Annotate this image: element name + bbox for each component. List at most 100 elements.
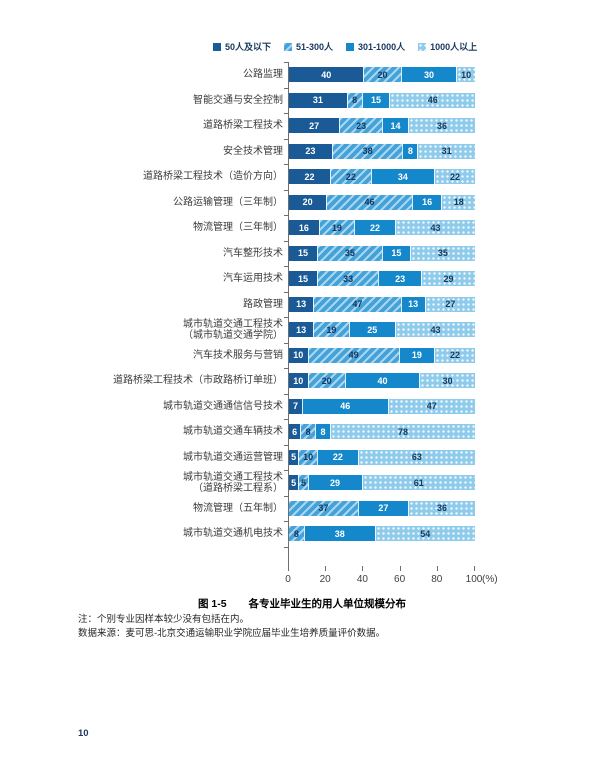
bar-segment: 10: [456, 67, 475, 83]
bar-segment: 34: [370, 169, 435, 185]
bar-value-label: 15: [297, 248, 308, 259]
chart-row: 公路运输管理（三年制） 20 46 16 18: [78, 190, 475, 216]
bar-value-label: 15: [391, 248, 402, 259]
bar-segment: 20: [363, 67, 401, 83]
bar-value-label: 8: [352, 95, 358, 106]
bar-value-label: 23: [305, 146, 316, 157]
stacked-bar: 15 35 15 35: [289, 245, 475, 261]
bar-value-label: 5: [291, 452, 297, 463]
bar-segment: 19: [398, 347, 435, 363]
y-axis-tick: [284, 113, 288, 114]
bar-value-label: 34: [397, 171, 408, 182]
bar-value-label: 43: [430, 222, 441, 233]
bar-value-label: 54: [420, 528, 431, 539]
stacked-bar: 31 8 15 46: [289, 92, 475, 108]
x-axis-tick-label: 80: [431, 574, 443, 585]
bar-segment: 5: [289, 475, 299, 491]
bar-segment: 61: [361, 475, 475, 491]
bar-value-label: 46: [427, 95, 438, 106]
bar-segment: 46: [302, 398, 388, 414]
chart-row: 汽车技术服务与营销 10 49 19 22: [78, 343, 475, 369]
bar-value-label: 8: [305, 426, 311, 437]
bar-value-label: 13: [296, 299, 307, 310]
category-label: 城市轨道交通通信信号技术: [163, 400, 283, 412]
bar-value-label: 22: [370, 222, 381, 233]
stacked-bar: 13 47 13 27: [289, 296, 475, 312]
chart-rows: 公路监理 40 20 30 10 智能交通与安全控制 31 8 15 46 道路桥梁工程技术 27 23…: [78, 62, 475, 547]
category-label: 汽车运用技术: [223, 273, 283, 285]
stacked-bar: 37 27 36: [289, 500, 475, 516]
stacked-bar: 8 38 54: [289, 526, 475, 542]
category-label: 物流管理（五年制）: [193, 502, 283, 514]
y-axis-tick: [284, 87, 288, 89]
bar-value-label: 27: [445, 299, 456, 310]
bar-segment: 20: [307, 373, 345, 389]
y-axis-tick: [284, 240, 288, 242]
bar-value-label: 22: [345, 171, 356, 182]
bar-segment: 19: [318, 220, 355, 236]
bar-segment: 15: [361, 92, 390, 108]
bar-value-label: 63: [411, 452, 422, 463]
stacked-bar: 13 19 25 43: [289, 322, 475, 338]
bar-value-label: 7: [293, 401, 299, 412]
y-axis-tick: [284, 189, 288, 191]
bar-segment: 13: [289, 296, 314, 312]
legend-swatch-icon: [284, 42, 293, 51]
bar-value-label: 27: [309, 120, 320, 131]
bar-value-label: 30: [423, 69, 434, 80]
bar-value-label: 38: [334, 528, 345, 539]
bar-value-label: 20: [302, 197, 313, 208]
bar-value-label: 35: [437, 248, 448, 259]
bar-segment: 15: [289, 245, 317, 261]
category-label: 道路桥梁工程技术: [203, 120, 283, 132]
bar-value-label: 8: [320, 426, 326, 437]
bar-segment: 36: [408, 118, 475, 134]
stacked-bar: 15 33 23 29: [289, 271, 475, 287]
bar-segment: 31: [289, 92, 347, 108]
bar-value-label: 31: [312, 95, 323, 106]
bar-segment: 22: [434, 347, 475, 363]
legend-label: 51-300人: [296, 42, 334, 52]
stacked-bar: 20 46 16 18: [289, 194, 475, 210]
stacked-bar: 22 22 34 22: [289, 169, 475, 185]
stacked-bar: 7 46 47: [289, 398, 475, 414]
x-axis-tick: [474, 566, 475, 571]
legend-item: 301-1000人: [346, 40, 405, 53]
bar-segment: 63: [357, 449, 475, 465]
x-axis-unit-label: (%): [482, 574, 498, 585]
category-label: 城市轨道交通运营管理: [183, 451, 283, 463]
category-label: 汽车整形技术: [223, 247, 283, 259]
bar-segment: 47: [387, 398, 475, 414]
bar-value-label: 46: [340, 401, 351, 412]
bar-value-label: 29: [443, 273, 454, 284]
chart-row: 城市轨道交通车辆技术 6 8 8 78: [78, 419, 475, 445]
category-label: 道路桥梁工程技术（市政路桥订单班）: [113, 375, 283, 387]
bar-value-label: 23: [356, 120, 367, 131]
legend-item: 50人及以下: [213, 40, 271, 53]
y-axis-tick: [284, 266, 288, 267]
bar-segment: 43: [394, 220, 475, 236]
figure-title: 各专业毕业生的用人单位规模分布: [248, 598, 407, 610]
bar-segment: 5: [289, 449, 299, 465]
bar-segment: 40: [344, 373, 420, 389]
x-axis-tick: [399, 566, 401, 571]
page-number: 10: [78, 728, 89, 739]
bar-segment: 27: [357, 500, 409, 516]
chart-row: 物流管理（五年制） 37 27 36: [78, 496, 475, 522]
bar-value-label: 35: [344, 248, 355, 259]
bar-value-label: 22: [449, 171, 460, 182]
y-axis-tick: [284, 521, 288, 522]
bar-segment: 15: [381, 245, 410, 261]
bar-segment: 10: [289, 347, 308, 363]
legend-swatch-icon: [213, 42, 221, 51]
bar-segment: 13: [400, 296, 425, 312]
chart-row: 安全技术管理 23 38 8 31: [78, 139, 475, 165]
stacked-bar: 27 23 14 36: [289, 118, 475, 134]
category-label: 城市轨道交通机电技术: [183, 528, 283, 540]
bar-value-label: 15: [297, 273, 308, 284]
bar-value-label: 20: [377, 69, 388, 80]
bar-segment: 43: [395, 322, 475, 338]
bar-value-label: 10: [461, 69, 472, 80]
bar-segment: 8: [315, 424, 330, 440]
figure-label: 图 1-5: [197, 598, 227, 610]
